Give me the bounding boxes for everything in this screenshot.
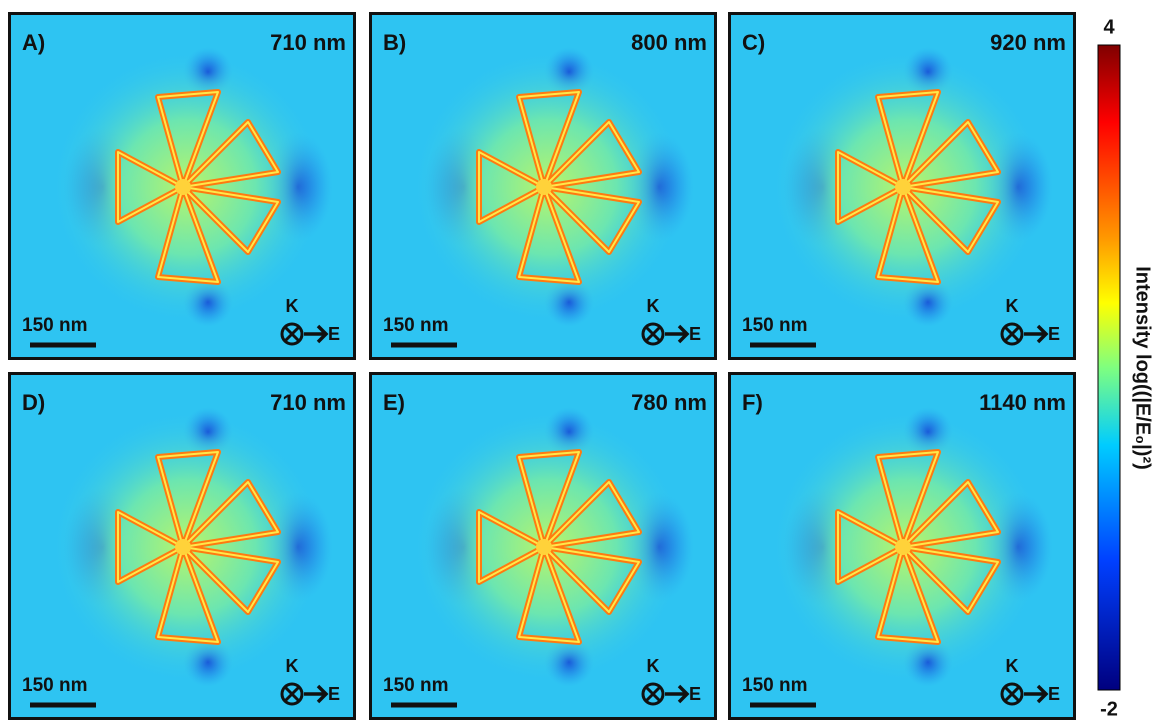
panel-label: C) bbox=[742, 30, 765, 55]
e-arrow bbox=[1024, 324, 1049, 344]
k-cross bbox=[283, 325, 301, 343]
e-label: E bbox=[689, 684, 701, 704]
panel-border bbox=[8, 372, 356, 720]
k-symbol bbox=[280, 682, 304, 706]
e-label: E bbox=[328, 324, 340, 344]
panel: F) 1140 nm 150 nm K E bbox=[728, 372, 1076, 720]
wavelength: 800 nm bbox=[631, 30, 707, 55]
k-cross bbox=[283, 685, 301, 703]
k-cross bbox=[1003, 325, 1021, 343]
k-label: K bbox=[647, 296, 660, 316]
field-map bbox=[369, 12, 717, 360]
e-arrow bbox=[304, 324, 329, 344]
scale-bar-label: 150 nm bbox=[383, 675, 448, 696]
e-label: E bbox=[328, 684, 340, 704]
panel-border bbox=[369, 372, 717, 720]
wavelength: 1140 nm bbox=[979, 390, 1066, 415]
field-map bbox=[369, 372, 717, 720]
wavelength: 780 nm bbox=[631, 390, 707, 415]
colorbar-min: -2 bbox=[1100, 698, 1118, 720]
field-map bbox=[8, 372, 356, 720]
colorbar-max: 4 bbox=[1103, 16, 1115, 38]
panel-border bbox=[8, 12, 356, 360]
field-map bbox=[728, 12, 1076, 360]
k-cross bbox=[644, 325, 662, 343]
field-map bbox=[728, 372, 1076, 720]
panel: C) 920 nm 150 nm K E bbox=[728, 12, 1076, 360]
k-cross bbox=[1003, 685, 1021, 703]
e-label: E bbox=[1048, 684, 1060, 704]
panel-label: B) bbox=[383, 30, 406, 55]
panel: E) 780 nm 150 nm K E bbox=[369, 372, 717, 720]
k-label: K bbox=[1006, 656, 1019, 676]
colorbar-label: Intensity log((|E/E₀|)²) bbox=[1132, 266, 1154, 470]
e-arrow bbox=[665, 684, 690, 704]
panel: A) 710 nm 150 nm K E bbox=[8, 12, 356, 360]
scale-bar-label: 150 nm bbox=[383, 315, 448, 336]
k-symbol bbox=[280, 322, 304, 346]
field-map bbox=[8, 12, 356, 360]
k-label: K bbox=[1006, 296, 1019, 316]
panel: D) 710 nm 150 nm K E bbox=[8, 372, 356, 720]
panel-label: A) bbox=[22, 30, 45, 55]
e-arrow bbox=[304, 684, 329, 704]
k-symbol bbox=[1000, 682, 1024, 706]
panel-border bbox=[728, 12, 1076, 360]
k-label: K bbox=[286, 656, 299, 676]
panel-label: F) bbox=[742, 390, 763, 415]
scale-bar-label: 150 nm bbox=[742, 675, 807, 696]
e-arrow bbox=[1024, 684, 1049, 704]
scale-bar-label: 150 nm bbox=[22, 675, 87, 696]
panel-border bbox=[728, 372, 1076, 720]
wavelength: 710 nm bbox=[270, 390, 346, 415]
e-label: E bbox=[689, 324, 701, 344]
wavelength: 920 nm bbox=[990, 30, 1066, 55]
k-symbol bbox=[1000, 322, 1024, 346]
k-label: K bbox=[647, 656, 660, 676]
panel-label: E) bbox=[383, 390, 405, 415]
scale-bar-label: 150 nm bbox=[742, 315, 807, 336]
panel: B) 800 nm 150 nm K E bbox=[369, 12, 717, 360]
scale-bar-label: 150 nm bbox=[22, 315, 87, 336]
panel-label: D) bbox=[22, 390, 45, 415]
e-label: E bbox=[1048, 324, 1060, 344]
panel-border bbox=[369, 12, 717, 360]
wavelength: 710 nm bbox=[270, 30, 346, 55]
k-cross bbox=[644, 685, 662, 703]
k-symbol bbox=[641, 682, 665, 706]
k-symbol bbox=[641, 322, 665, 346]
k-label: K bbox=[286, 296, 299, 316]
e-arrow bbox=[665, 324, 690, 344]
colorbar bbox=[1097, 44, 1121, 691]
